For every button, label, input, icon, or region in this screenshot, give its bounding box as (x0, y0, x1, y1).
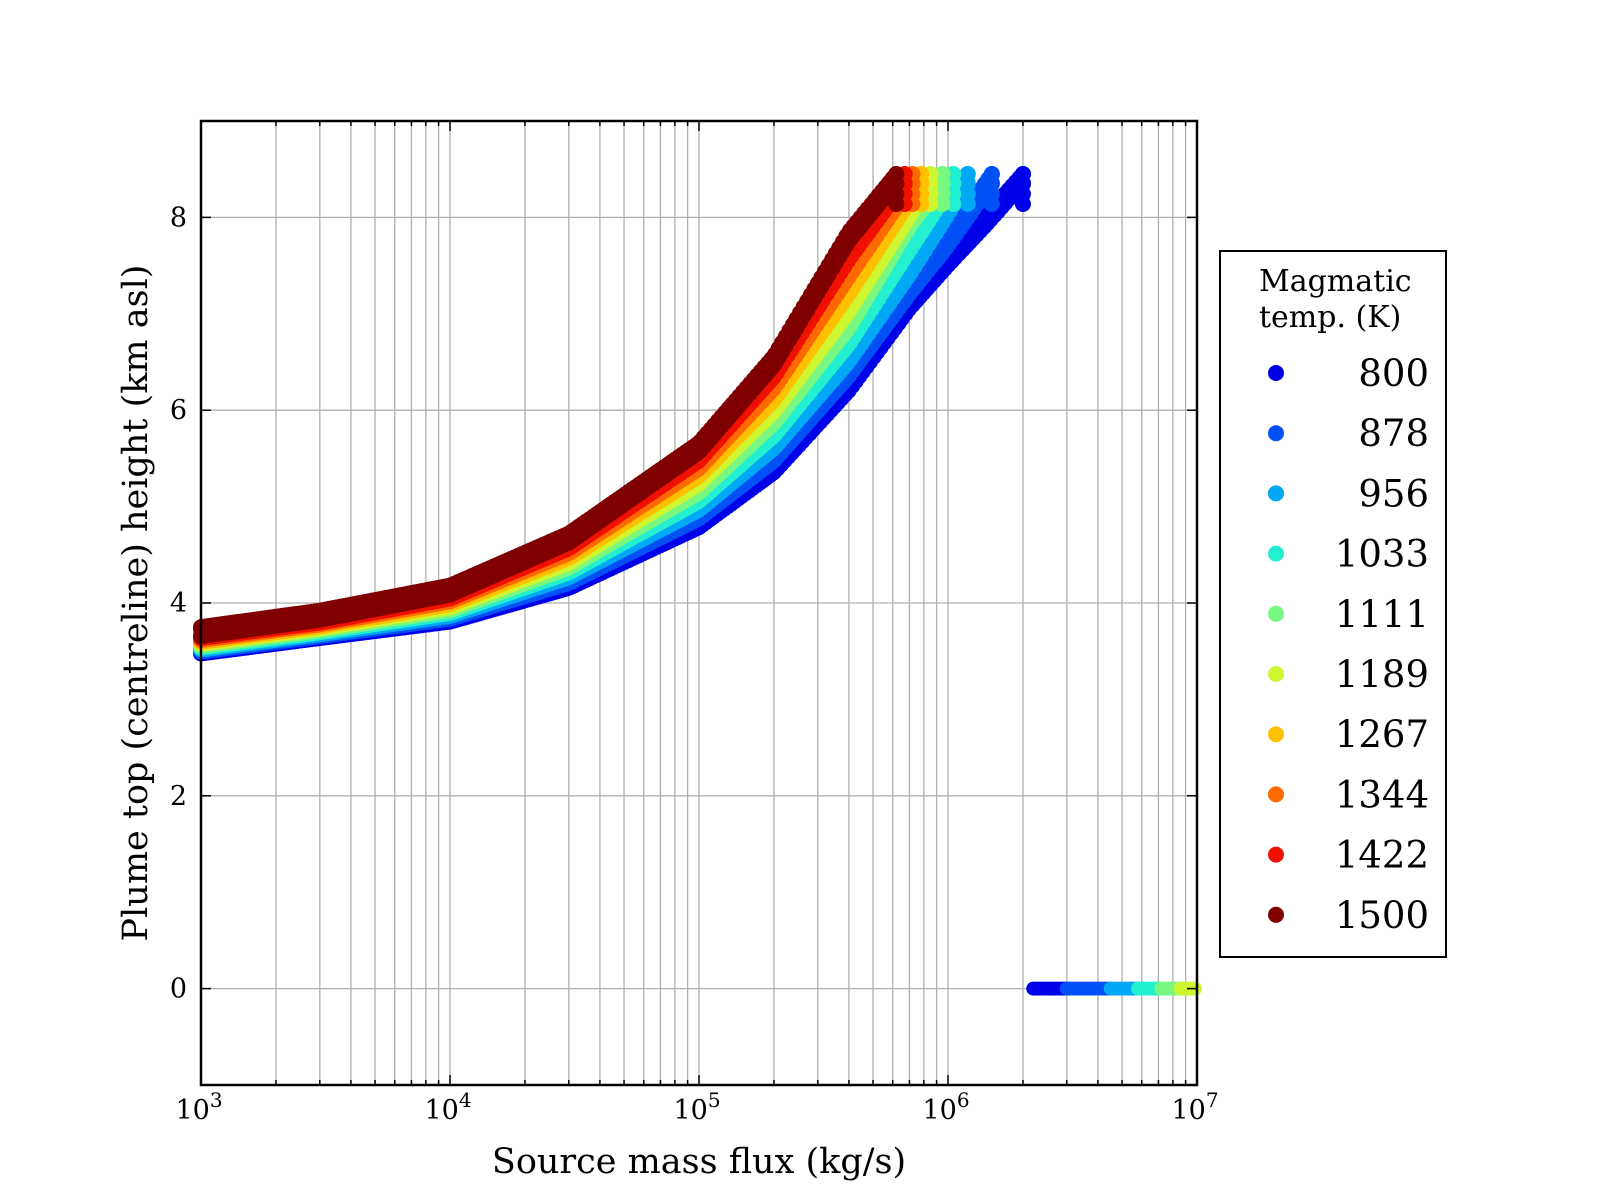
point (959, 196, 976, 213)
legend-label: 1267 (1335, 713, 1429, 756)
legend-marker (1268, 365, 1284, 381)
legend-marker (1268, 425, 1284, 442)
y-tick-label: 2 (170, 781, 187, 812)
legend-label: 1500 (1335, 894, 1429, 937)
legend-marker (1268, 726, 1284, 743)
zero-height-points (1026, 981, 1202, 996)
legend-label: 1111 (1335, 593, 1429, 636)
legend-box (1219, 250, 1447, 958)
legend-entry-1344: 1344 (1268, 773, 1429, 816)
legend-label: 878 (1358, 412, 1429, 455)
legend-entry-1189: 1189 (1268, 653, 1429, 696)
point (983, 196, 1000, 213)
x-tick-label: 104 (424, 1088, 471, 1126)
axis-ticks (200, 121, 1198, 1085)
series-1500 (193, 166, 905, 645)
legend-entry-878: 878 (1268, 412, 1429, 455)
legend-marker (1268, 545, 1284, 562)
legend-marker (1268, 846, 1284, 863)
legend-entry-800: 800 (1268, 352, 1429, 395)
point (934, 196, 951, 213)
scatter-points (193, 166, 1031, 662)
y-tick-label: 0 (170, 974, 187, 1005)
legend-marker (1268, 605, 1284, 622)
legend-label: 1422 (1335, 834, 1429, 877)
x-tick-label: 103 (175, 1088, 222, 1126)
legend-entry-956: 956 (1268, 472, 1429, 515)
legend-title-line-2: temp. (K) (1259, 300, 1401, 335)
point (888, 196, 905, 213)
legend-entries: 800 878 956 1033 1111 1189 1267 1344 1422 1500 (1268, 352, 1429, 937)
legend-title-line-1: Magmatic (1259, 264, 1412, 299)
legend-label: 956 (1358, 472, 1429, 515)
y-tick-label: 4 (170, 588, 187, 619)
legend-entry-1422: 1422 (1268, 834, 1429, 877)
point (1014, 196, 1031, 213)
y-tick-label: 8 (170, 202, 187, 233)
x-tick-label: 106 (922, 1088, 969, 1126)
y-tick-labels: 0 2 4 6 8 (170, 202, 187, 1004)
legend-label: 1189 (1335, 653, 1429, 696)
legend-label: 800 (1358, 352, 1429, 395)
legend-marker (1268, 485, 1284, 502)
legend-marker (1268, 786, 1284, 803)
x-axis-label: Source mass flux (kg/s) (492, 1142, 906, 1182)
y-tick-label: 6 (170, 395, 187, 426)
legend-label: 1033 (1335, 533, 1429, 576)
legend-entry-1111: 1111 (1268, 593, 1429, 636)
legend-marker (1268, 666, 1284, 682)
legend-entry-1500: 1500 (1268, 894, 1429, 937)
x-tick-labels: 103 104 105 106 107 (175, 1088, 1218, 1126)
legend: Magmatic temp. (K) 800 878 956 1033 1111 1189… (1219, 250, 1447, 958)
y-axis-label: Plume top (centreline) height (km asl) (116, 265, 156, 942)
x-tick-label: 107 (1171, 1088, 1218, 1126)
legend-label: 1344 (1335, 773, 1429, 816)
legend-entry-1267: 1267 (1268, 713, 1429, 756)
legend-entry-1033: 1033 (1268, 533, 1429, 576)
grid (200, 121, 1197, 1085)
x-tick-label: 105 (673, 1088, 720, 1126)
legend-marker (1268, 906, 1284, 923)
